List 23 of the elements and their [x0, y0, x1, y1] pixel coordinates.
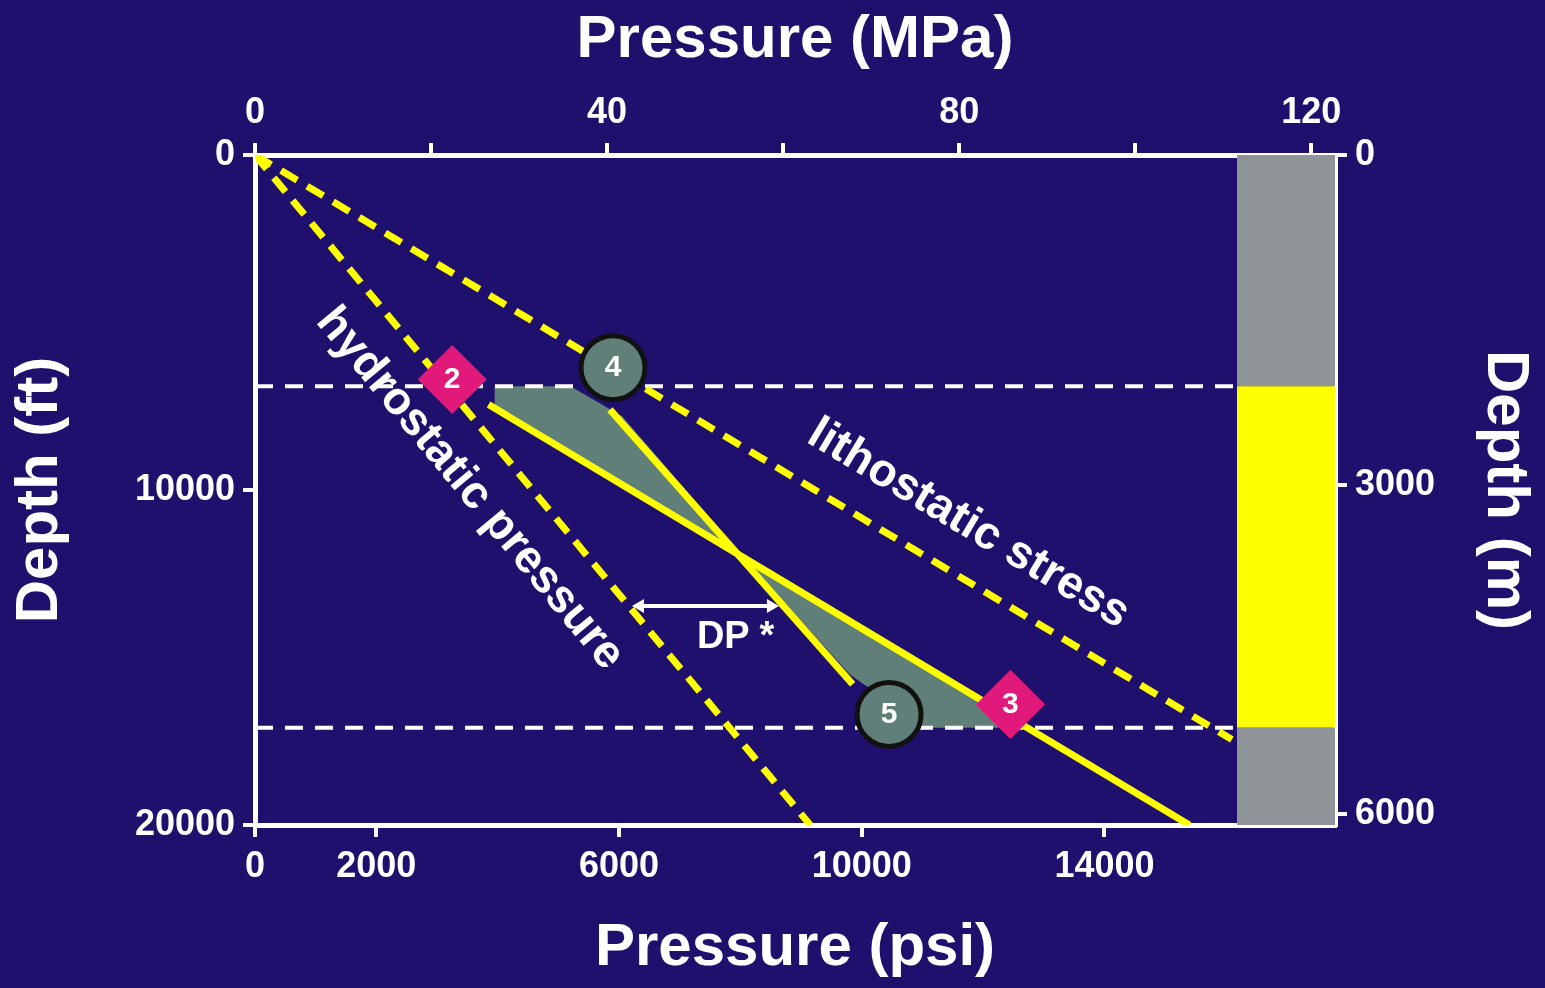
- y-tick-label: 10000: [134, 466, 235, 508]
- x-tick-label: 10000: [811, 843, 912, 885]
- x-tick-label: 2000: [336, 843, 417, 885]
- x2-tick-label: 80: [939, 90, 980, 132]
- y2-tick-label: 0: [1355, 131, 1376, 173]
- y2-tick-label: 3000: [1355, 461, 1436, 503]
- x2-tick-label: 120: [1281, 90, 1342, 132]
- x-tick-label: 6000: [579, 843, 660, 885]
- annotation: 4: [604, 348, 622, 382]
- x-tick-label: 0: [244, 843, 266, 885]
- y-tick-label: 0: [214, 131, 235, 173]
- x2-tick-label: 40: [587, 90, 628, 132]
- annotation: DP *: [696, 614, 775, 657]
- y2-tick-label: 6000: [1355, 791, 1436, 833]
- x-axis-title: Pressure (psi): [594, 910, 996, 978]
- y2-axis-title: Depth (m): [1475, 350, 1543, 630]
- annotation: 5: [880, 695, 898, 729]
- x2-tick-label: 0: [244, 90, 266, 132]
- annotation: 3: [1002, 685, 1019, 719]
- x-tick-label: 14000: [1054, 843, 1155, 885]
- y-tick-label: 20000: [134, 801, 235, 843]
- y-axis-title: Depth (ft): [2, 356, 70, 624]
- x2-axis-title: Pressure (MPa): [576, 2, 1014, 70]
